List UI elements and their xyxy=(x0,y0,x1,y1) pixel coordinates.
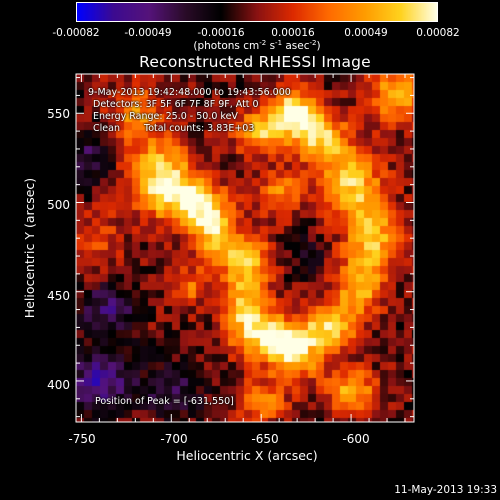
peak-position-label: Position of Peak = [-631,550] xyxy=(95,396,234,407)
y-axis-label: Heliocentric Y (arcsec) xyxy=(21,177,37,319)
x-tick-label: -750 xyxy=(68,432,96,446)
colorbar xyxy=(76,2,438,22)
colorbar-tick-label: 0.00049 xyxy=(344,27,388,39)
y-tick-label: 400 xyxy=(47,378,70,392)
x-axis-label: Heliocentric X (arcsec) xyxy=(176,448,318,463)
plot-title: Reconstructed RHESSI Image xyxy=(139,53,371,71)
colorbar-tick-label: 0.00082 xyxy=(416,27,460,39)
y-tick-label: 500 xyxy=(47,198,70,212)
colorbar-tick-label: -0.00016 xyxy=(197,27,245,39)
total-counts-label: Total counts: 3.83E+03 xyxy=(144,123,255,134)
plot-timestamp: 11-May-2013 19:33 xyxy=(394,484,497,496)
x-tick-label: -600 xyxy=(342,432,370,446)
y-tick-label: 550 xyxy=(47,107,70,121)
time-range-label: 9-May-2013 19:42:48.000 to 19:43:56.000 xyxy=(88,87,291,98)
colorbar-units-label: (photons cm-2 s-1 asec-2) xyxy=(193,39,321,52)
detectors-label: Detectors: 3F 5F 6F 7F 8F 9F, Att 0 xyxy=(93,99,259,110)
y-tick-label: 450 xyxy=(47,289,70,303)
energy-range-label: Energy Range: 25.0 - 50.0 keV xyxy=(93,111,238,122)
x-tick-label: -650 xyxy=(251,432,279,446)
x-tick-label: -700 xyxy=(160,432,188,446)
colorbar-tick-label: 0.00016 xyxy=(271,27,315,39)
colorbar-tick-label: -0.00049 xyxy=(124,27,172,39)
algorithm-label: Clean xyxy=(93,123,120,134)
colorbar-tick-label: -0.00082 xyxy=(52,27,100,39)
